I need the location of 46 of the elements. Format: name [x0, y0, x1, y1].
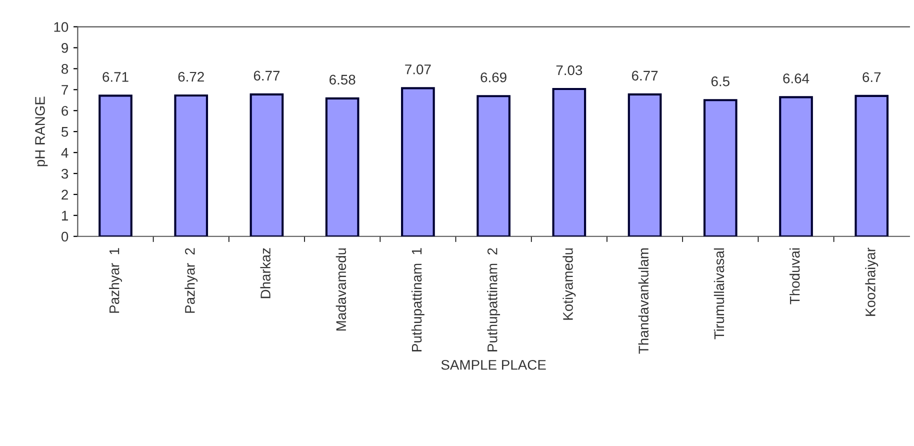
x-tick-label: Kotiyamedu [562, 248, 576, 320]
bar [703, 99, 738, 236]
bar [628, 93, 662, 236]
x-tick-label: Pazhyar 2 [184, 248, 198, 313]
x-tick-label: Dharkaz [260, 248, 270, 298]
data-label: 6.71 [102, 72, 128, 82]
x-tick-label: Thoduvai [790, 248, 800, 304]
x-tick-label: Koozhaiyar [865, 248, 878, 316]
bar [250, 93, 284, 236]
y-tick-label: 6 [62, 106, 68, 116]
y-tick-label: 10 [54, 22, 68, 32]
data-label: 7.07 [405, 64, 431, 74]
bar [854, 94, 889, 236]
bar [174, 94, 208, 236]
x-tick-label: Madavamedu [336, 248, 346, 330]
data-label: 6.64 [783, 74, 810, 84]
y-tick-label: 3 [61, 168, 68, 179]
y-tick-label: 2 [62, 190, 68, 200]
data-label: 7.03 [556, 65, 582, 76]
bar [476, 95, 510, 236]
y-tick-label: 9 [62, 43, 68, 53]
x-tick-label: Pazhyar 1 [109, 248, 122, 313]
data-label: 6.77 [254, 70, 280, 81]
x-tick-label: Puthupattinam 1 [411, 248, 424, 352]
bar [779, 96, 813, 236]
data-label: 6.77 [632, 70, 658, 81]
bar [98, 94, 132, 236]
x-tick-label: Tirumullaivasal [714, 248, 724, 340]
y-tick-label: 4 [61, 148, 68, 158]
data-label: 6.58 [330, 74, 356, 85]
y-tick-label: 8 [62, 64, 68, 74]
data-label: 6.7 [862, 72, 881, 82]
data-label: 6.72 [178, 72, 204, 82]
bar [552, 88, 586, 236]
bar [325, 97, 360, 236]
x-tick-label: Thandavankulam [638, 248, 649, 354]
x-axis-title: SAMPLE PLACE [441, 360, 546, 370]
y-tick-label: 7 [62, 85, 68, 95]
y-tick-label: 5 [61, 127, 68, 137]
y-axis-title: pH RANGE [35, 96, 48, 166]
y-tick-label: 1 [62, 210, 68, 220]
data-label: 6.5 [711, 76, 730, 86]
y-tick-label: 0 [61, 232, 68, 242]
data-label: 6.69 [480, 72, 506, 82]
x-tick-label: Puthupattinam 2 [487, 248, 500, 352]
bar [401, 87, 435, 236]
